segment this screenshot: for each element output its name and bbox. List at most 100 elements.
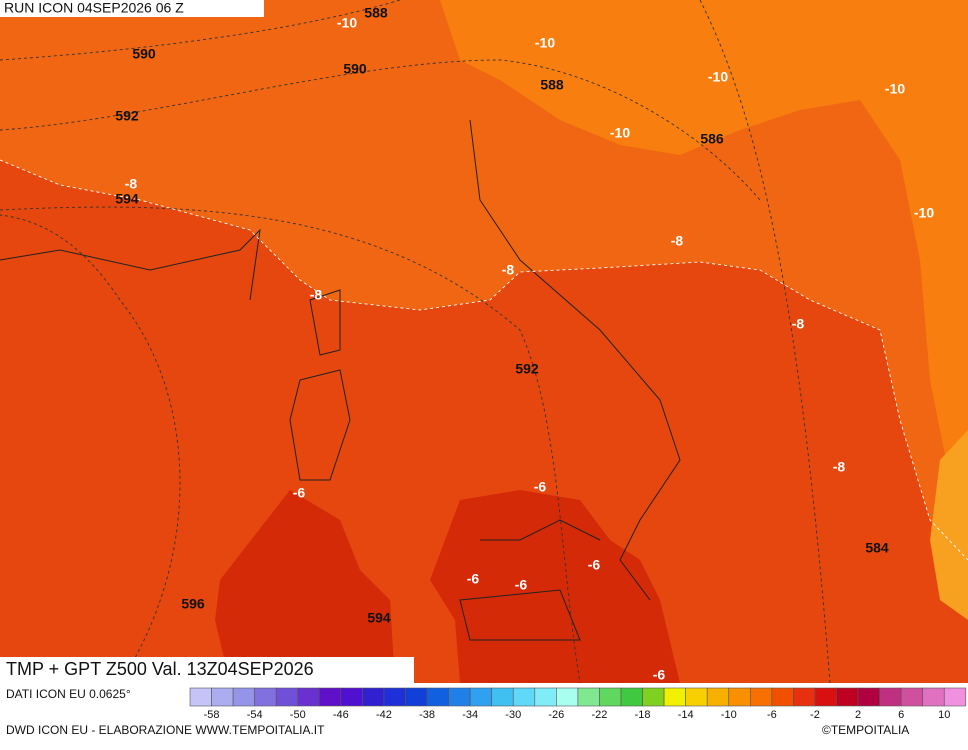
scale-label: -50 xyxy=(290,709,306,721)
temperature-label: -6 xyxy=(467,571,480,587)
height-label: 588 xyxy=(540,77,564,93)
scale-swatch xyxy=(857,687,880,707)
coastlines xyxy=(0,119,681,641)
temperature-label: -10 xyxy=(914,205,934,221)
scale-swatch xyxy=(879,687,902,707)
temperature-band xyxy=(930,430,968,620)
scale-label: -10 xyxy=(721,709,737,721)
map-title: TMP + GPT Z500 Val. 13Z04SEP2026 xyxy=(6,659,314,679)
scale-swatch xyxy=(771,687,794,707)
scale-swatch xyxy=(232,687,255,707)
temperature-band xyxy=(0,0,968,560)
scale-swatch xyxy=(556,687,579,707)
height-label: 590 xyxy=(132,46,156,62)
scale-swatch xyxy=(426,687,449,707)
scale-label: -46 xyxy=(333,709,349,721)
height-label: 584 xyxy=(865,540,889,556)
run-label-box xyxy=(0,0,264,17)
temperature-contours xyxy=(0,159,968,561)
scale-swatch xyxy=(577,687,600,707)
credit: DWD ICON EU - ELABORAZIONE WWW.TEMPOITAL… xyxy=(6,723,325,737)
temperature-band xyxy=(215,490,395,683)
temperature-label: -10 xyxy=(337,15,357,31)
scale-swatch xyxy=(189,687,212,707)
scale-swatch xyxy=(448,687,471,707)
temperature-label: -6 xyxy=(534,479,547,495)
temperature-label: -8 xyxy=(671,233,684,249)
scale-label: -58 xyxy=(204,709,220,721)
scale-swatch xyxy=(663,687,686,707)
scale-label: -34 xyxy=(462,709,478,721)
height-label: 590 xyxy=(343,61,367,77)
map xyxy=(0,0,968,684)
temperature-label: -10 xyxy=(708,69,728,85)
height-label: 586 xyxy=(700,131,724,147)
scale-label: -2 xyxy=(810,709,820,721)
scale-swatch xyxy=(405,687,428,707)
scale-swatch xyxy=(318,687,342,707)
scale-swatch xyxy=(512,687,536,707)
scale-swatch xyxy=(491,687,514,707)
temperature-band xyxy=(440,0,968,540)
scale-label: -38 xyxy=(419,709,435,721)
color-scale: -58 -54 -50 -46 -42 -38 -34 -30 -26 -22 -18 -14 -10-… xyxy=(189,687,967,721)
scale-label: -42 xyxy=(376,709,392,721)
temperature-label: -10 xyxy=(885,81,905,97)
scale-label: -6 xyxy=(767,709,777,721)
scale-swatch xyxy=(340,687,363,707)
temperature-label: -10 xyxy=(610,125,630,141)
scale-swatch xyxy=(922,687,945,707)
scale-swatch xyxy=(943,687,967,707)
temperature-label: -8 xyxy=(792,316,805,332)
scale-swatch xyxy=(836,687,859,707)
data-source: DATI ICON EU 0.0625° xyxy=(6,687,131,701)
temperature-label: -8 xyxy=(833,459,846,475)
scale-swatch xyxy=(534,687,557,707)
scale-label: -26 xyxy=(548,709,564,721)
title-box xyxy=(0,657,414,683)
scale-label: -18 xyxy=(635,709,651,721)
scale-swatch xyxy=(383,687,406,707)
temperature-label: -8 xyxy=(502,262,515,278)
scale-swatch xyxy=(642,687,665,707)
scale-label: 10 xyxy=(938,709,950,721)
height-label: 594 xyxy=(367,610,391,626)
temperature-label: -6 xyxy=(293,485,306,501)
scale-swatch xyxy=(900,687,924,707)
scale-swatch xyxy=(362,687,385,707)
run-label: RUN ICON 04SEP2026 06 Z xyxy=(4,0,184,16)
scale-swatch xyxy=(706,687,730,707)
temperature-label: -6 xyxy=(588,557,601,573)
height-contours xyxy=(0,0,831,684)
temperature-label: -6 xyxy=(515,577,528,593)
scale-label: -14 xyxy=(678,709,694,721)
contour-labels: -10 -10 -10 -10 -10 -8 -10 -8 -8 -8 -8 -8 -6 -6 -6 -6 -6… xyxy=(115,5,934,683)
scale-swatch xyxy=(620,687,643,707)
scale-swatch xyxy=(211,687,234,707)
temperature-label: -8 xyxy=(310,287,323,303)
scale-swatch xyxy=(599,687,622,707)
height-label: 592 xyxy=(115,108,139,124)
temperature-label: -8 xyxy=(125,176,138,192)
scale-label: 2 xyxy=(855,709,861,721)
scale-swatch xyxy=(793,687,816,707)
scale-swatch xyxy=(275,687,299,707)
scale-label: -30 xyxy=(505,709,521,721)
scale-swatch xyxy=(254,687,277,707)
scale-swatch xyxy=(685,687,708,707)
scale-swatch xyxy=(469,687,492,707)
scale-swatch xyxy=(814,687,837,707)
copyright: ©TEMPOITALIA xyxy=(822,723,909,737)
temperature-label: -6 xyxy=(653,667,666,683)
height-label: 596 xyxy=(181,596,205,612)
temperature-band xyxy=(430,490,680,683)
scale-swatch xyxy=(297,687,320,707)
height-label: 592 xyxy=(515,361,539,377)
scale-label: 6 xyxy=(898,709,904,721)
scale-label: -54 xyxy=(247,709,263,721)
scale-swatch xyxy=(749,687,773,707)
height-label: 594 xyxy=(115,191,139,207)
temperature-label: -10 xyxy=(535,35,555,51)
scale-label: -22 xyxy=(591,709,607,721)
